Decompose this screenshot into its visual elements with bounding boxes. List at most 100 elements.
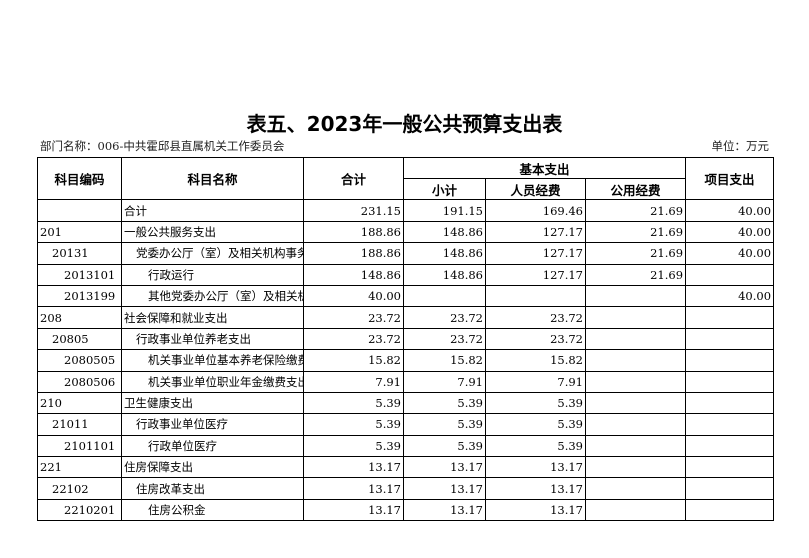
cell-code: 2210201 [37, 498, 122, 522]
cell-project: 40.00 [685, 284, 775, 308]
page-title: 表五、2023年一般公共预算支出表 [246, 112, 563, 136]
cell-name: 行政事业单位养老支出 [121, 327, 304, 351]
cell-name: 机关事业单位职业年金缴费支出 [121, 370, 304, 393]
header-personnel: 人员经费 [485, 177, 586, 201]
cell-code [37, 199, 122, 222]
cell-project [685, 370, 775, 393]
cell-public [584, 327, 687, 351]
table-row: 20805 行政事业单位养老支出 23.72 23.72 23.72 [37, 327, 775, 351]
cell-public [584, 498, 687, 522]
cell-code: 221 [37, 456, 122, 479]
cell-subtotal: 5.39 [403, 434, 486, 458]
cell-code: 22102 [37, 477, 122, 500]
cell-total: 15.82 [303, 349, 404, 372]
cell-code: 208 [37, 306, 122, 329]
header-basic: 基本支出 [402, 157, 687, 179]
cell-project: 40.00 [685, 199, 775, 222]
header-project: 项目支出 [685, 156, 775, 201]
cell-code: 20131 [37, 242, 122, 265]
table-row: 208 社会保障和就业支出 23.72 23.72 23.72 [37, 306, 775, 329]
cell-name: 机关事业单位基本养老保险缴费 [121, 349, 304, 372]
cell-name: 住房改革支出 [121, 477, 304, 500]
table-row: 210 卫生健康支出 5.39 5.39 5.39 [37, 391, 775, 415]
cell-name: 行政运行 [121, 263, 304, 286]
cell-name: 行政单位医疗 [121, 434, 304, 458]
cell-name: 其他党委办公厅（室）及相关机 [121, 284, 304, 308]
cell-subtotal: 148.86 [403, 242, 486, 265]
cell-code: 210 [37, 391, 122, 415]
cell-personnel: 7.91 [485, 370, 586, 393]
cell-subtotal: 15.82 [403, 349, 486, 372]
cell-personnel: 13.17 [485, 456, 586, 479]
cell-total: 5.39 [303, 434, 404, 458]
cell-total: 7.91 [303, 370, 404, 393]
cell-total: 188.86 [303, 242, 404, 265]
cell-code: 2080506 [37, 370, 122, 393]
cell-public [584, 370, 687, 393]
cell-subtotal: 23.72 [403, 327, 486, 351]
cell-code: 2101101 [37, 434, 122, 458]
cell-subtotal [403, 284, 486, 308]
table-row: 2013199 其他党委办公厅（室）及相关机 40.00 40.00 [37, 284, 775, 308]
budget-table: 科目编码 科目名称 合计 基本支出 项目支出 小计 人员经费 公用经费 合计 23… [37, 156, 775, 522]
cell-public [584, 349, 687, 372]
cell-project [685, 391, 775, 415]
table-row: 2080505 机关事业单位基本养老保险缴费 15.82 15.82 15.82 [37, 349, 775, 372]
header-public: 公用经费 [584, 177, 687, 201]
cell-personnel [485, 284, 586, 308]
cell-code: 20805 [37, 327, 122, 351]
cell-public [584, 434, 687, 458]
cell-name: 住房保障支出 [121, 456, 304, 479]
table-row: 22102 住房改革支出 13.17 13.17 13.17 [37, 477, 775, 500]
cell-name: 行政事业单位医疗 [121, 413, 304, 436]
cell-personnel: 5.39 [485, 434, 586, 458]
cell-name: 一般公共服务支出 [121, 220, 304, 244]
cell-personnel: 13.17 [485, 477, 586, 500]
cell-total: 5.39 [303, 413, 404, 436]
cell-subtotal: 5.39 [403, 413, 486, 436]
cell-subtotal: 13.17 [403, 477, 486, 500]
cell-personnel: 23.72 [485, 306, 586, 329]
cell-public: 21.69 [584, 199, 687, 222]
cell-name: 党委办公厅（室）及相关机构事务 [121, 242, 304, 265]
cell-public: 21.69 [584, 220, 687, 244]
cell-personnel: 5.39 [485, 391, 586, 415]
cell-project [685, 477, 775, 500]
cell-code: 201 [37, 220, 122, 244]
cell-personnel: 169.46 [485, 199, 586, 222]
cell-personnel: 13.17 [485, 498, 586, 522]
table-row: 2080506 机关事业单位职业年金缴费支出 7.91 7.91 7.91 [37, 370, 775, 393]
cell-total: 188.86 [303, 220, 404, 244]
cell-subtotal: 13.17 [403, 498, 486, 522]
cell-total: 23.72 [303, 306, 404, 329]
cell-public [584, 413, 687, 436]
cell-project [685, 413, 775, 436]
cell-name: 住房公积金 [121, 498, 304, 522]
department-label: 部门名称：006-中共霍邱县直属机关工作委员会 [40, 139, 285, 153]
cell-project [685, 456, 775, 479]
cell-project [685, 498, 775, 522]
cell-personnel: 127.17 [485, 242, 586, 265]
cell-public [584, 306, 687, 329]
table-row: 2013101 行政运行 148.86 148.86 127.17 21.69 [37, 263, 775, 286]
cell-public: 21.69 [584, 263, 687, 286]
cell-subtotal: 191.15 [403, 199, 486, 222]
cell-subtotal: 148.86 [403, 220, 486, 244]
cell-project [685, 434, 775, 458]
table-row: 20131 党委办公厅（室）及相关机构事务 188.86 148.86 127.17 21… [37, 242, 775, 265]
cell-total: 23.72 [303, 327, 404, 351]
cell-personnel: 5.39 [485, 413, 586, 436]
cell-code: 2080505 [37, 349, 122, 372]
cell-name: 卫生健康支出 [121, 391, 304, 415]
cell-personnel: 23.72 [485, 327, 586, 351]
cell-public: 21.69 [584, 242, 687, 265]
cell-subtotal: 23.72 [403, 306, 486, 329]
cell-total: 40.00 [303, 284, 404, 308]
table-row: 2210201 住房公积金 13.17 13.17 13.17 [37, 498, 775, 522]
cell-project [685, 263, 775, 286]
cell-personnel: 15.82 [485, 349, 586, 372]
cell-subtotal: 5.39 [403, 391, 486, 415]
cell-project: 40.00 [685, 220, 775, 244]
table-row: 201 一般公共服务支出 188.86 148.86 127.17 21.69 40.00 [37, 220, 775, 244]
